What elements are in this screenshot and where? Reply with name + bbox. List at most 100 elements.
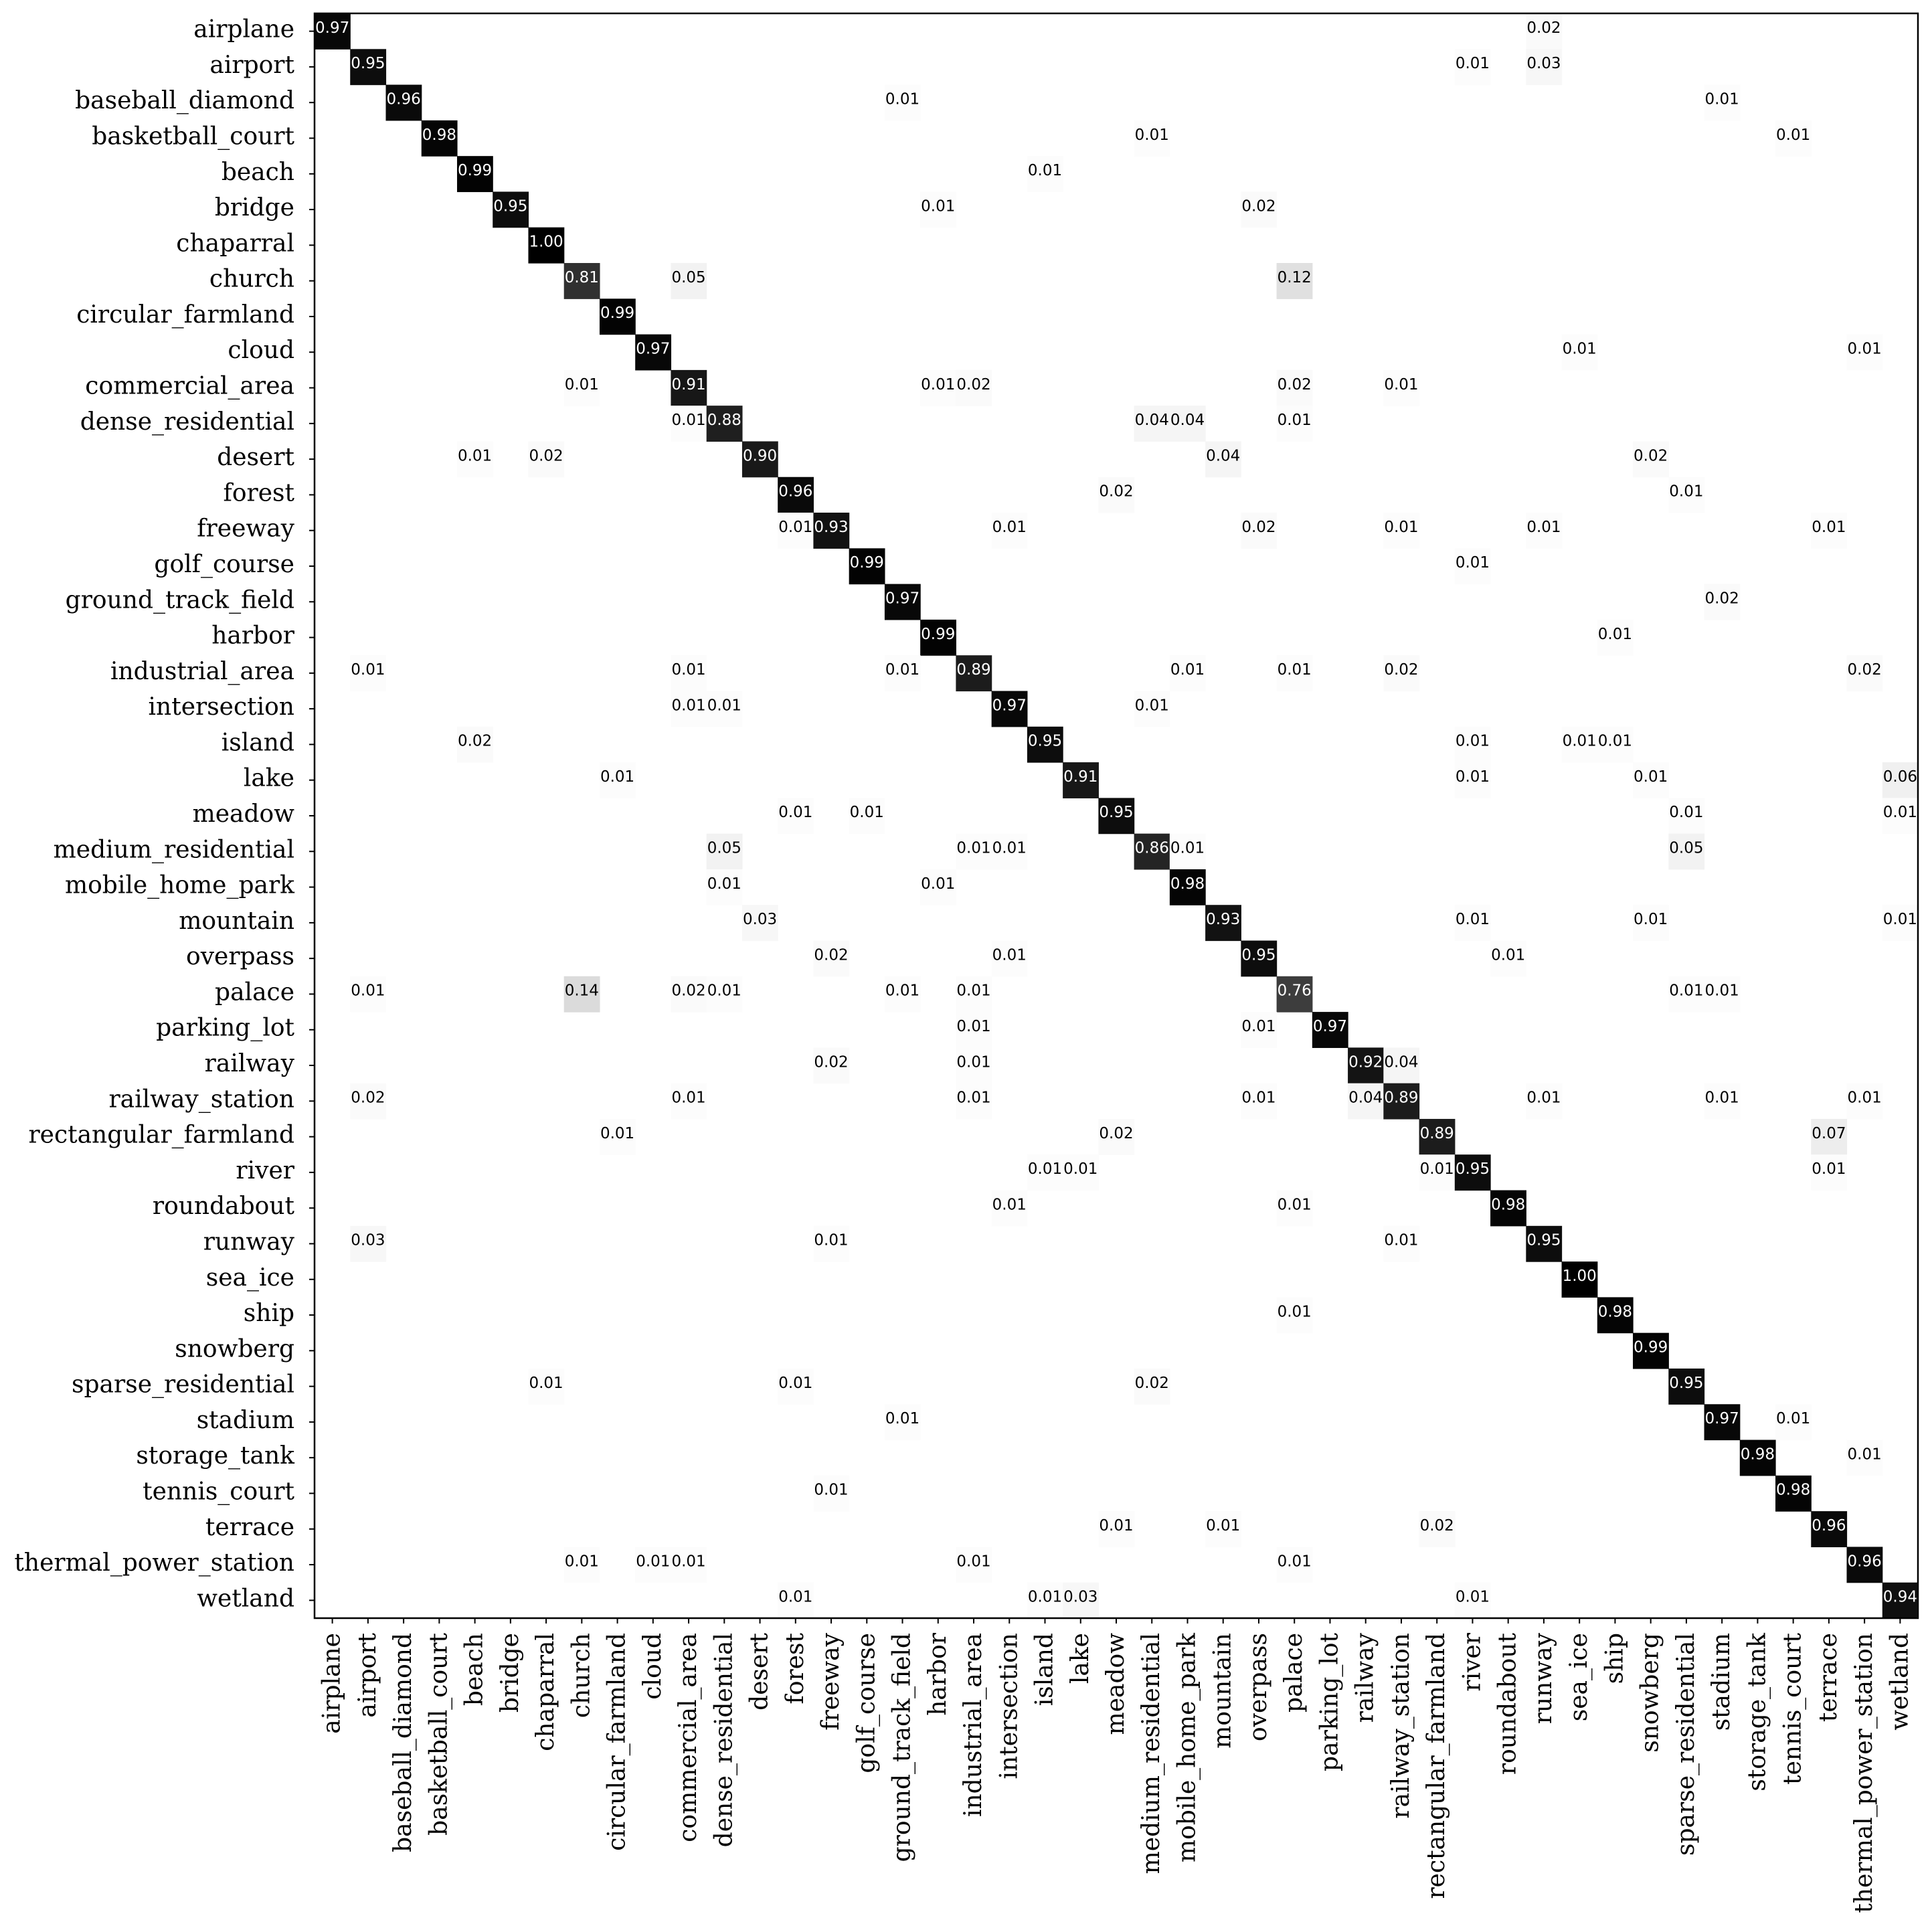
matrix-cell [1383,369,1420,406]
y-tick-label: bridge [215,194,294,222]
matrix-cells [315,13,1919,1619]
y-tick-label: circular_farmland [76,301,294,329]
matrix-cell-value: 0.01 [707,875,741,893]
matrix-cell [1526,13,1563,50]
matrix-cell-value: 0.01 [1028,1160,1062,1178]
matrix-cell-value: 0.01 [1099,1517,1133,1535]
matrix-cell [1276,1547,1313,1583]
matrix-cell-value: 0.01 [1456,554,1490,572]
matrix-cell-value: 0.01 [671,1553,705,1570]
matrix-cell [1241,940,1278,977]
matrix-cell-value: 0.01 [1776,1410,1810,1427]
matrix-cell-value: 0.02 [1241,197,1276,215]
matrix-cell-value: 0.01 [850,804,884,821]
matrix-cell-value: 0.76 [1278,982,1312,1000]
matrix-cell [1027,156,1063,193]
matrix-cell-value: 0.01 [671,1089,705,1107]
x-axis-labels: airplane airport baseball_diamond basketbal… [319,1618,1913,1913]
matrix-cell [1134,691,1170,727]
matrix-cell [1169,869,1206,905]
matrix-cell-value: 0.04 [1206,447,1240,464]
matrix-cell-value: 0.01 [1456,55,1490,72]
matrix-cell-value: 0.98 [1776,1482,1810,1499]
y-tick-label: storage_tank [136,1442,295,1470]
matrix-cell [1134,406,1170,442]
y-tick-label: overpass [186,943,294,970]
y-tick-label: forest [224,479,295,507]
matrix-cell [1205,441,1241,478]
x-tick-label: parking_lot [1316,1632,1343,1771]
matrix-cell-value: 0.01 [992,840,1027,857]
matrix-cell [778,798,814,835]
x-tick-label: airplane [319,1633,346,1734]
matrix-cell [350,1083,387,1120]
y-tick-label: snowberg [175,1335,294,1363]
matrix-cell-value: 0.01 [1135,126,1169,144]
matrix-cell [1276,655,1313,692]
x-tick-label: railway_station [1387,1633,1415,1819]
matrix-cell [813,1475,850,1512]
x-tick-label: circular_farmland [604,1633,631,1851]
matrix-cell [493,191,529,228]
matrix-cell [1454,1582,1491,1619]
matrix-cell [456,726,493,763]
x-tick-label: basketball_court [425,1632,452,1835]
y-tick-label: airplane [193,16,294,43]
matrix-cell [1811,513,1848,549]
matrix-cell-value: 0.96 [778,483,812,501]
x-tick-label: overpass [1245,1633,1272,1741]
matrix-cell [1882,1582,1919,1619]
matrix-cell [1704,1404,1741,1441]
matrix-cell [1704,584,1741,620]
matrix-cell-value: 0.01 [1420,1160,1454,1178]
x-tick-label: tennis_court [1779,1632,1807,1784]
matrix-cell-value: 0.02 [1099,483,1133,501]
matrix-cell [1846,655,1883,692]
matrix-cell [1561,1261,1598,1298]
matrix-cell-value: 0.95 [351,55,385,72]
matrix-cell-value: 0.01 [1669,804,1703,821]
matrix-cell-value: 0.07 [1812,1125,1846,1142]
y-tick-label: desert [217,444,294,471]
x-tick-label: intersection [995,1633,1023,1779]
matrix-cell [1846,1547,1883,1583]
y-tick-label: harbor [211,622,295,650]
x-tick-label: thermal_power_station [1850,1633,1878,1913]
matrix-cell [1169,655,1206,692]
x-tick-label: baseball_diamond [389,1633,417,1852]
y-tick-label: parking_lot [156,1015,294,1042]
matrix-cell-value: 0.01 [1705,982,1739,1000]
matrix-cell [1063,1154,1099,1191]
matrix-cell-value: 0.01 [814,1232,848,1249]
matrix-cell [528,1368,565,1405]
matrix-cell-value: 0.02 [1420,1517,1454,1535]
matrix-cell [706,406,743,442]
y-tick-label: industrial_area [110,658,294,685]
matrix-cell [1027,1582,1063,1619]
matrix-cell [1526,1083,1563,1120]
y-tick-label: thermal_power_station [14,1549,294,1577]
y-tick-label: ground_track_field [66,586,294,614]
matrix-cell-value: 0.14 [565,982,599,1000]
y-tick-label: church [209,266,294,293]
x-tick-label: medium_residential [1138,1633,1165,1874]
y-tick-label: baseball_diamond [75,87,294,114]
y-tick-label: terrace [205,1514,294,1541]
matrix-cell [956,369,992,406]
matrix-cell-value: 0.97 [1705,1410,1739,1427]
matrix-cell [1454,1154,1491,1191]
matrix-cell-value: 0.01 [1563,340,1597,357]
matrix-cell-value: 0.01 [636,1553,670,1570]
matrix-cell-value: 0.02 [671,982,705,1000]
matrix-cell [1276,1297,1313,1334]
matrix-cell-value: 0.81 [565,269,599,286]
x-tick-label: meadow [1102,1633,1130,1735]
matrix-cell-value: 0.97 [315,19,349,37]
matrix-cell-value: 0.01 [707,697,741,714]
matrix-cell [1241,1083,1278,1120]
matrix-cell-value: 0.96 [1848,1553,1882,1570]
matrix-cell [350,976,387,1013]
matrix-cell-value: 0.98 [422,126,456,144]
x-tick-label: sea_ice [1565,1633,1593,1721]
x-tick-label: cloud [639,1633,667,1700]
